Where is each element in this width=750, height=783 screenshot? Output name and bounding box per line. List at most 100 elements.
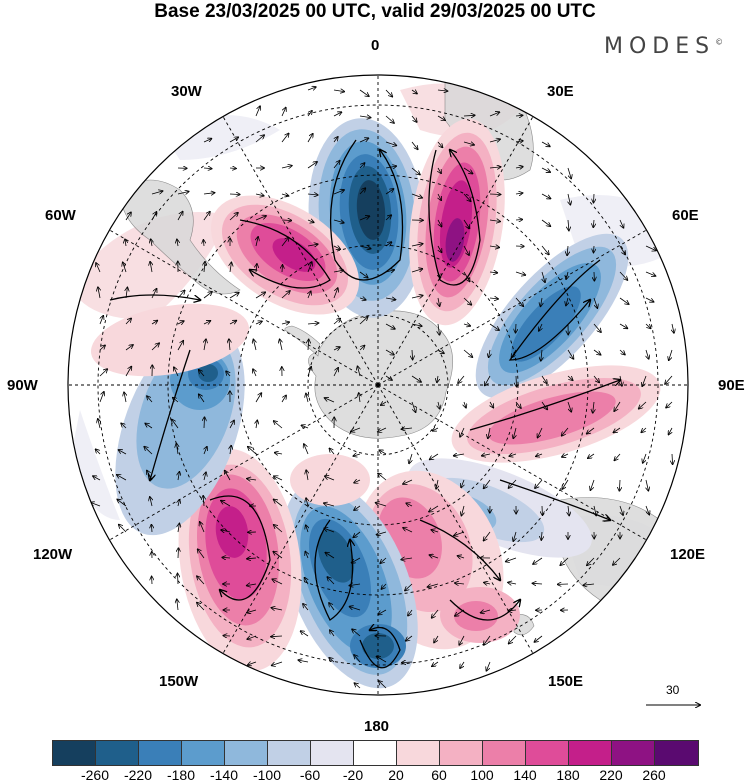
wind-vector (301, 425, 309, 428)
wind-vector (488, 427, 490, 438)
wind-vector (298, 660, 309, 662)
wind-vector (271, 608, 283, 610)
wind-vector (538, 427, 543, 438)
colorbar-tick-label: 260 (642, 767, 666, 783)
wind-vector (515, 297, 523, 306)
wind-vector (411, 244, 423, 246)
wind-vector (230, 446, 231, 455)
wind-vector (333, 270, 343, 272)
wind-vector (459, 635, 465, 645)
wind-vector (272, 661, 283, 666)
wind-vector (177, 212, 183, 221)
wind-vector (463, 142, 474, 145)
wind-vector (385, 89, 392, 97)
wind-vector (438, 245, 442, 252)
wind-vector (125, 212, 131, 221)
wind-vector (402, 662, 413, 663)
wind-vector (197, 603, 205, 611)
wind-vector (229, 293, 239, 299)
wind-vector (306, 394, 308, 403)
map-border (67, 74, 689, 696)
wind-vector (329, 603, 335, 611)
wind-vector (567, 167, 571, 179)
wind-vector (385, 242, 392, 246)
wind-vector (489, 349, 490, 357)
wind-vector (247, 636, 257, 639)
wind-vector (620, 505, 623, 515)
wind-vector (463, 297, 471, 305)
meridian-line (222, 116, 379, 386)
wind-vector (325, 553, 335, 559)
wind-vector (307, 220, 314, 222)
wind-vector (151, 321, 157, 325)
wind-vector (150, 497, 152, 507)
colorbar-tick-label: -140 (209, 767, 239, 783)
wind-vector (568, 505, 569, 516)
lon-label-30w: 30W (171, 83, 202, 100)
wind-vector (438, 323, 440, 335)
wind-vector (281, 237, 289, 247)
wind-vector (376, 503, 387, 507)
wind-vector (124, 392, 126, 403)
wind-vector (203, 292, 212, 299)
wind-vector (385, 115, 394, 123)
wind-vector (436, 479, 438, 489)
wind-vector (204, 472, 206, 481)
wind-vector (203, 193, 215, 194)
wind-vector (541, 401, 547, 410)
wind-vector (203, 212, 210, 221)
wind-vector (562, 454, 569, 457)
wind-vector (594, 245, 595, 253)
wind-vector (429, 505, 439, 512)
wind-vector (177, 599, 178, 611)
wind-vector (358, 366, 361, 377)
wind-vector (324, 528, 335, 533)
brand-logo: MODES© (604, 34, 724, 59)
wind-vector (333, 347, 340, 350)
wind-vector (329, 448, 335, 455)
wind-vector (411, 375, 421, 382)
wind-vector (272, 579, 283, 585)
wind-vector (385, 141, 396, 146)
anomaly-positive-east (451, 365, 661, 463)
wind-vector (151, 191, 163, 194)
wind-vector (541, 245, 549, 255)
wind-vector (489, 220, 500, 222)
wind-vector (406, 635, 413, 641)
wind-vector (333, 319, 340, 325)
wind-vector (401, 428, 413, 429)
wind-vector (489, 246, 499, 248)
anomaly-centers (90, 118, 661, 689)
wind-vector (463, 167, 473, 174)
wind-vector (359, 138, 368, 143)
wind-vector (482, 454, 491, 456)
meridian-line (109, 384, 379, 541)
wind-vector (378, 609, 387, 615)
wind-vector (489, 167, 501, 168)
wind-vector (144, 447, 153, 455)
wind-vector (203, 168, 212, 169)
wind-vector (588, 453, 595, 458)
anomaly-positive-south-west (178, 448, 302, 672)
wind-vector (151, 212, 157, 221)
wind-vector (281, 322, 289, 324)
wind-vector (458, 375, 465, 383)
wind-vector (199, 394, 205, 403)
wind-vector (93, 476, 101, 481)
wind-vector (385, 215, 391, 221)
wind-vector (333, 112, 342, 117)
wind-vector (460, 427, 465, 437)
lon-label-180: 180 (364, 718, 390, 735)
map-title: Base 23/03/2025 00 UTC, valid 29/03/2025… (154, 1, 596, 22)
wind-vector (307, 162, 317, 169)
wind-vector (359, 89, 369, 96)
wind-vector (536, 454, 543, 456)
wind-vector (669, 349, 673, 360)
wind-vector (354, 655, 361, 663)
colorbar-tick-label: -20 (342, 767, 364, 783)
wind-vector (306, 498, 308, 507)
colorbar-swatch (182, 741, 225, 765)
wind-vector (255, 106, 260, 117)
wind-vector (408, 609, 413, 616)
wind-vector (516, 375, 517, 387)
